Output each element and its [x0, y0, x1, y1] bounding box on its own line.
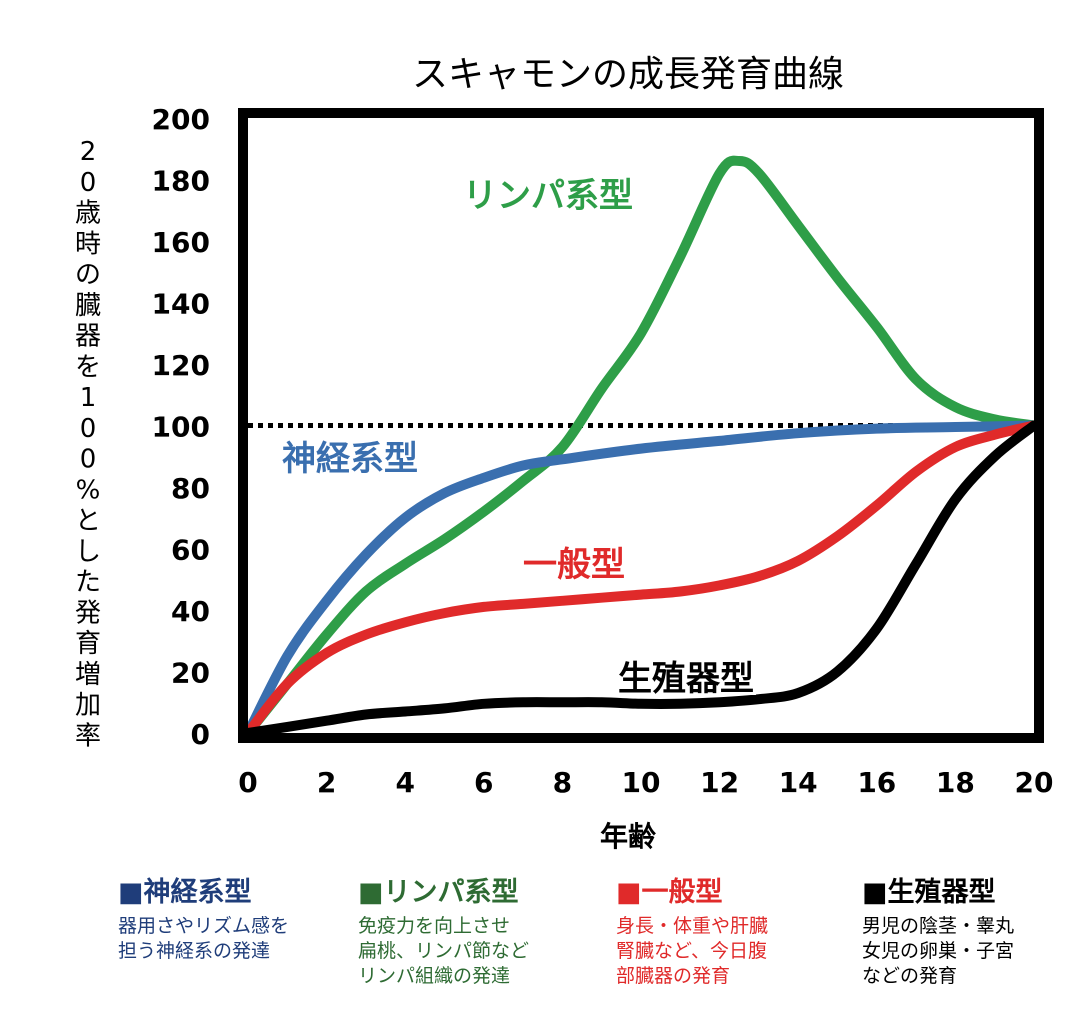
y-tick-label-4: 80 — [171, 472, 210, 505]
legend-neural-desc: 器用さやリズム感を 担う神経系の発達 — [118, 915, 290, 962]
x-tick-label-4: 8 — [553, 766, 572, 799]
y-tick-label-9: 180 — [152, 165, 210, 198]
x-tick-label-1: 2 — [317, 766, 336, 799]
x-tick-label-0: 0 — [238, 766, 257, 799]
y-axis-label: 2 0 歳時の臓器を 1 0 0 %とした発育増加率 — [75, 137, 101, 751]
y-tick-label-5: 100 — [152, 411, 210, 444]
y-tick-label-8: 160 — [152, 226, 210, 259]
plot-content — [243, 155, 1039, 738]
y-tick-label-7: 140 — [152, 288, 210, 321]
x-tick-label-8: 16 — [857, 766, 896, 799]
x-tick-label-5: 10 — [622, 766, 661, 799]
x-axis-label: 年齢 — [600, 820, 656, 853]
x-tick-label-3: 6 — [474, 766, 493, 799]
x-tick-label-10: 20 — [1015, 766, 1054, 799]
y-tick-label-0: 0 — [191, 718, 210, 751]
y-axis-ticks: 0 20 40 60 80 100 120 140 160 180 200 — [152, 103, 210, 751]
legend-general: ■一般型 身長・体重や肝臓 腎臓など、今日腹 部臓器の発育 — [616, 876, 768, 989]
series-line-neural — [243, 420, 1039, 738]
series-line-general — [243, 420, 1039, 738]
legend-neural: ■神経系型 器用さやリズム感を 担う神経系の発達 — [118, 876, 289, 964]
annotation-general: 一般型 — [523, 545, 625, 585]
series-line-lymphoid — [243, 155, 1039, 738]
y-tick-label-3: 60 — [171, 534, 210, 567]
plot-frame — [238, 108, 1044, 743]
x-axis-ticks: 0 2 4 6 8 10 12 14 16 18 20 — [238, 766, 1053, 799]
legend-reproductive-title: ■生殖器型 — [862, 877, 996, 908]
legend-general-title: ■一般型 — [616, 877, 723, 908]
y-tick-label-2: 40 — [171, 595, 210, 628]
annotation-reproductive: 生殖器型 — [618, 659, 754, 699]
legend-neural-title: ■神経系型 — [118, 877, 252, 908]
y-tick-label-6: 120 — [152, 349, 210, 382]
legend-lymphoid: ■リンパ系型 免疫力を向上させ 扁桃、リンパ節など リンパ組織の発達 — [358, 876, 529, 989]
x-tick-label-7: 14 — [779, 766, 818, 799]
y-tick-label-10: 200 — [152, 103, 210, 136]
legend-reproductive: ■生殖器型 男児の陰茎・睾丸 女児の卵巣・子宮 などの発育 — [862, 876, 1014, 989]
chart-title: スキャモンの成長発育曲線 — [412, 54, 844, 95]
legend-lymphoid-desc: 免疫力を向上させ 扁桃、リンパ節など リンパ組織の発達 — [358, 915, 530, 987]
annotation-lymphoid: リンパ系型 — [463, 176, 633, 216]
x-tick-label-9: 18 — [936, 766, 975, 799]
x-tick-label-6: 12 — [700, 766, 739, 799]
legend-reproductive-desc: 男児の陰茎・睾丸 女児の卵巣・子宮 などの発育 — [862, 915, 1015, 987]
legend-general-desc: 身長・体重や肝臓 腎臓など、今日腹 部臓器の発育 — [616, 915, 769, 987]
legend-lymphoid-title: ■リンパ系型 — [358, 877, 519, 908]
x-tick-label-2: 4 — [395, 766, 414, 799]
annotation-neural: 神経系型 — [282, 439, 418, 479]
y-tick-label-1: 20 — [171, 657, 210, 690]
y-axis-label-text: 2 0 歳時の臓器を 1 0 0 %とした発育増加率 — [75, 137, 101, 751]
series-line-reproductive — [243, 420, 1039, 738]
